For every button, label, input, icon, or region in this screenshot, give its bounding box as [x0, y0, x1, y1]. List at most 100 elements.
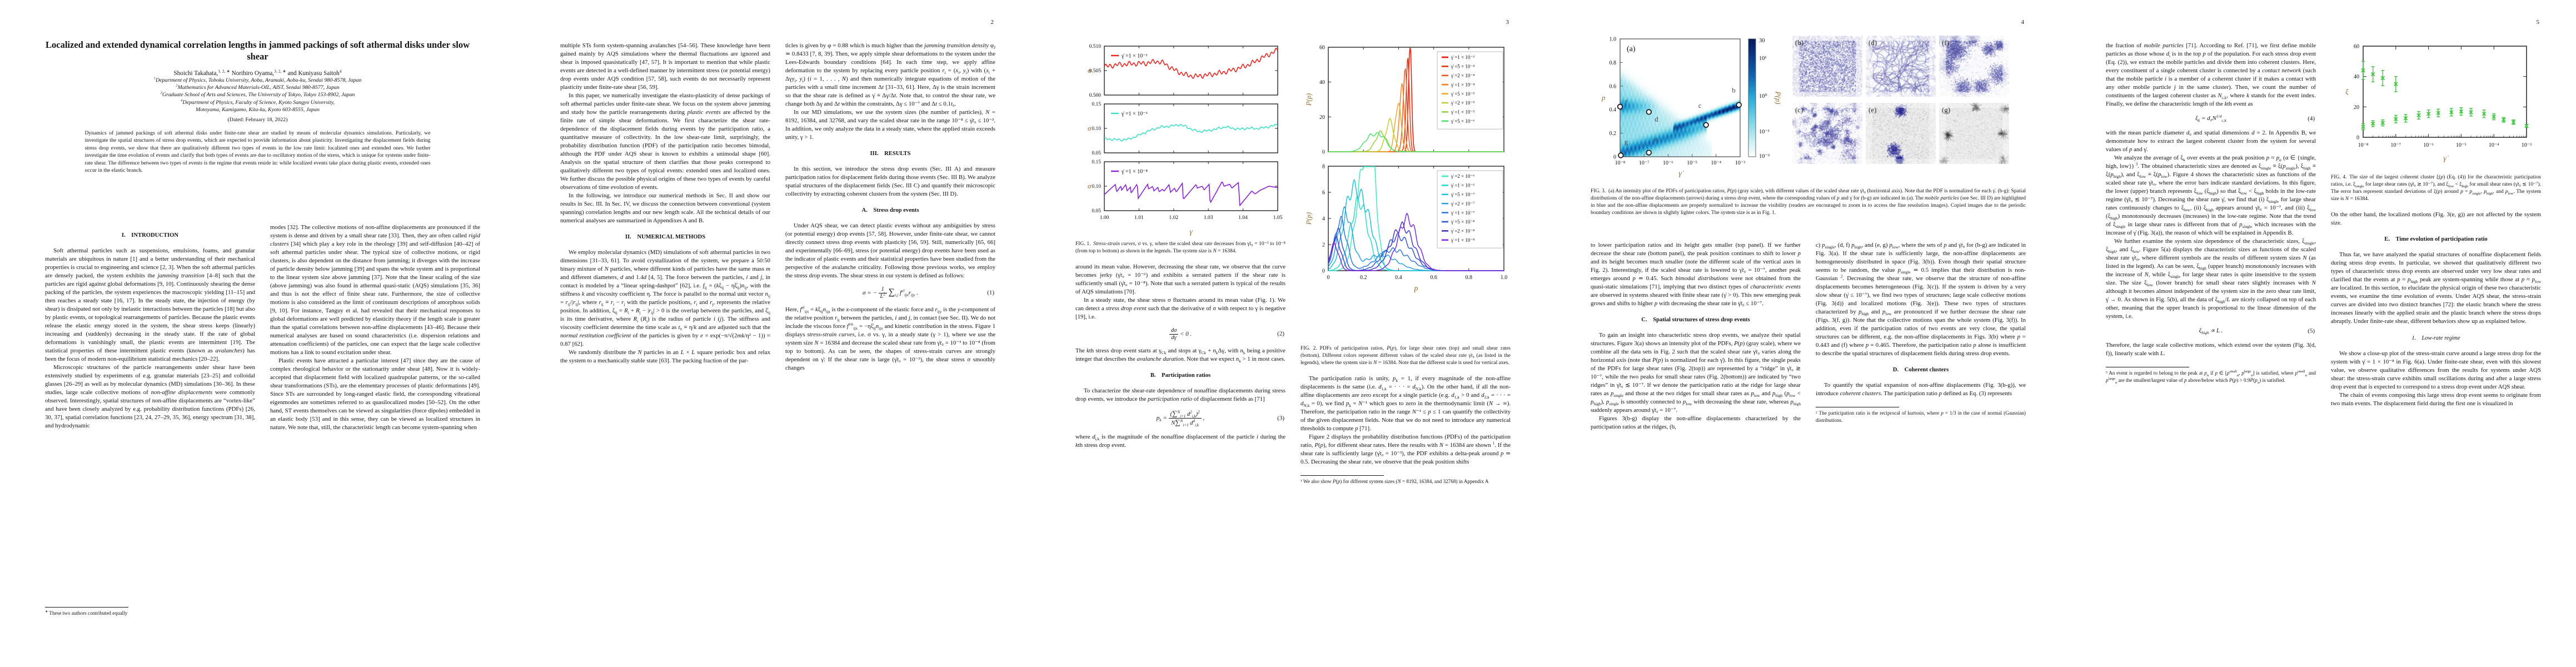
section-heading: I. INTRODUCTION	[121, 232, 179, 238]
svg-text:γ̇ =1 × 10⁻⁴: γ̇ =1 × 10⁻⁴	[1451, 82, 1474, 87]
svg-text:γ̇ =5 × 10⁻⁶: γ̇ =5 × 10⁻⁶	[1451, 118, 1474, 124]
svg-text:4: 4	[1322, 216, 1325, 222]
svg-text:γ̇ =1 × 10⁻⁷: γ̇ =1 × 10⁻⁷	[1451, 210, 1474, 216]
footnote-text: ∗ These two authors contributed equally	[45, 609, 128, 616]
svg-text:20: 20	[2354, 104, 2359, 111]
svg-text:γ̇ =2 × 10⁻⁷: γ̇ =2 × 10⁻⁷	[1451, 201, 1474, 206]
paper-authors: Shoichi Takahata,1, 2, ∗ Norihiro Oyama,…	[173, 68, 342, 77]
paragraph: the fraction of mobile particles [71]. A…	[2106, 42, 2316, 107]
paragraph: Under AQS shear, we can detect plastic e…	[785, 222, 995, 279]
svg-text:10⁻⁴: 10⁻⁴	[2489, 142, 2499, 148]
fig4-cluster-size-chart: 0 20 40 60 ξ 10⁻⁸ 10⁻⁷ 10⁻⁶ 10⁻⁵ 10⁻⁴ 10⁻³ γ̇	[2345, 44, 2532, 163]
svg-text:0: 0	[1613, 155, 1616, 161]
section-heading: C. Spatial structures of stress drop eve…	[1641, 317, 1750, 323]
affiliation-2: 2Mathematics for Advanced Materials-OIL,…	[176, 83, 340, 91]
fig3a-heatmap	[1620, 39, 1740, 157]
affiliation-4-address: Motoyama, Kamigamo, Kita-ku, Kyoto 603-8…	[196, 106, 320, 113]
paragraph: Microscopic structures of the particle r…	[45, 364, 255, 429]
paragraph: We show a close-up plot of the stress-st…	[2331, 350, 2541, 390]
figure-caption: FIG. 4. The size of the largest coherent…	[2331, 175, 2541, 202]
svg-text:γ̇ =5 × 10⁻⁵: γ̇ =5 × 10⁻⁵	[1451, 91, 1474, 97]
paragraph: Plastic events have attracted a particul…	[270, 357, 480, 431]
section-heading: A. Stress drop events	[861, 207, 919, 213]
fig3-panel-g	[1939, 103, 2009, 164]
page-1: Localized and extended dynamical correla…	[0, 0, 515, 667]
column-right: 0 20 40 60 P(p) γ̇ =1 × 10⁻³ γ̇ =5 × 10⁻⁴ γ̇ =2…	[1301, 42, 1511, 620]
figure-fig1: 0.500 0.505 0.510 σ γ̇ =1 × 10⁻³ 0.05 0.10 0.15…	[1075, 42, 1285, 237]
column-right: ticles is given by φ = 0.88 which is muc…	[785, 42, 995, 620]
svg-text:10⁰: 10⁰	[1759, 93, 1768, 99]
svg-text:γ̇ =1 × 10⁻⁶: γ̇ =1 × 10⁻⁶	[1121, 111, 1148, 117]
svg-text:P(p): P(p)	[1305, 93, 1313, 106]
svg-text:1.05: 1.05	[1273, 215, 1283, 221]
svg-text:1.00: 1.00	[1100, 215, 1109, 221]
footnote: ¹ We also show P(p) for different system…	[1301, 475, 1511, 485]
svg-text:10⁻⁵: 10⁻⁵	[2456, 142, 2467, 148]
svg-text:0.4: 0.4	[1395, 275, 1402, 281]
svg-text:γ̇: γ̇	[2443, 155, 2449, 163]
svg-text:1.04: 1.04	[1238, 215, 1248, 221]
svg-text:0: 0	[1322, 150, 1325, 156]
equation: dσ dγ < 0 . (2)	[1075, 327, 1285, 341]
paragraph: to lower participation ratios and its he…	[1591, 242, 1801, 307]
paragraph: The kth stress drop event starts at γCk …	[1075, 347, 1285, 364]
column-right: 0 20 40 60 ξ 10⁻⁸ 10⁻⁷ 10⁻⁶ 10⁻⁵ 10⁻⁴ 10⁻³ γ̇ FIG. 4…	[2331, 42, 2541, 620]
svg-text:b: b	[1732, 86, 1736, 94]
svg-text:0.8: 0.8	[1466, 275, 1473, 281]
equation: ξhigh ∝ L . (5)	[2199, 327, 2315, 336]
svg-text:σ: σ	[1088, 182, 1092, 190]
svg-text:0.510: 0.510	[1089, 44, 1102, 49]
paragraph: The chain of events composing this large…	[2331, 392, 2541, 407]
svg-text:0.2: 0.2	[1610, 131, 1617, 137]
svg-text:d: d	[1655, 115, 1658, 123]
paragraph: In the following, we introduce our numer…	[560, 192, 770, 224]
svg-text:0.05: 0.05	[1092, 208, 1101, 214]
affiliation-3: 3Graduate School of Arts and Sciences, T…	[160, 91, 355, 98]
svg-text:0.2: 0.2	[1360, 275, 1367, 281]
page-2: 2 multiple STs form system-spanning aval…	[515, 0, 1030, 667]
paragraph: Figures 3(b-g) display the non-affine di…	[1591, 415, 1801, 430]
svg-text:γ̇ =2 × 10⁻⁸: γ̇ =2 × 10⁻⁸	[1451, 228, 1474, 234]
paragraph: We analyze the average of ξk over events…	[2106, 155, 2316, 236]
svg-text:0.10: 0.10	[1092, 126, 1101, 132]
svg-text:γ̇ =5 × 10⁻⁴: γ̇ =5 × 10⁻⁴	[1451, 64, 1474, 69]
paper-title: Localized and extended dynamical correla…	[45, 39, 470, 62]
svg-text:2: 2	[1322, 242, 1325, 248]
svg-text:0: 0	[1327, 275, 1330, 281]
svg-text:γ̇ =2 × 10⁻⁶: γ̇ =2 × 10⁻⁶	[1451, 173, 1474, 179]
svg-text:c: c	[1698, 101, 1702, 109]
paragraph: We employ molecular dynamics (MD) simula…	[560, 249, 770, 347]
paragraph: Soft athermal particles such as suspensi…	[45, 247, 255, 362]
svg-text:0.05: 0.05	[1092, 151, 1101, 156]
svg-text:γ̇ =1 × 10⁻³: γ̇ =1 × 10⁻³	[1121, 53, 1147, 59]
fig3-panels	[1791, 36, 2019, 170]
svg-text:1.0: 1.0	[1501, 275, 1508, 281]
svg-text:1.03: 1.03	[1204, 215, 1213, 221]
paragraph: On the other hand, the localized motions…	[2331, 211, 2541, 226]
page-5: 5 the fraction of mobile particles [71].…	[2061, 0, 2576, 667]
svg-text:10⁻²: 10⁻²	[1759, 153, 1770, 160]
svg-text:γ̇ =2 × 10⁻⁴: γ̇ =2 × 10⁻⁴	[1451, 73, 1474, 78]
svg-text:0.8: 0.8	[1610, 60, 1617, 66]
fig3-panel-f	[1939, 36, 2009, 97]
paragraph: In our MD simulations, we use the system…	[785, 109, 995, 141]
svg-text:1.02: 1.02	[1169, 215, 1178, 221]
figure-fig4: 0 20 40 60 ξ 10⁻⁸ 10⁻⁷ 10⁻⁶ 10⁻⁵ 10⁻⁴ 10⁻³ γ̇	[2331, 42, 2541, 171]
paragraph: modes [32]. The collective motions of no…	[270, 224, 480, 356]
svg-text:10⁻⁵: 10⁻⁵	[1687, 160, 1697, 166]
svg-text:γ̇ =5 × 10⁻⁷: γ̇ =5 × 10⁻⁷	[1451, 192, 1474, 197]
paragraph: We randomly distribute the N particles i…	[560, 349, 770, 364]
svg-text:10⁻⁷: 10⁻⁷	[2390, 142, 2401, 148]
page-3: 3 0.500 0.505 0.510 σ γ̇ =1 × 10⁻³ 0.05 0.10 0.…	[1030, 0, 1546, 667]
column-left: 0.500 0.505 0.510 σ γ̇ =1 × 10⁻³ 0.05 0.10 0.15…	[1075, 42, 1285, 620]
svg-text:γ̇ =1 × 10⁻⁸: γ̇ =1 × 10⁻⁸	[1121, 169, 1148, 175]
column-left: the fraction of mobile particles [71]. A…	[2106, 42, 2316, 620]
section-heading: II. NUMERICAL METHODS	[625, 234, 706, 240]
page-number: 3	[1506, 19, 1509, 26]
svg-text:40: 40	[1319, 79, 1325, 86]
svg-text:γ̇ =1 × 10⁻⁶: γ̇ =1 × 10⁻⁶	[1451, 183, 1474, 188]
paragraph: Therefore, the large scale collective mo…	[2106, 342, 2316, 357]
svg-text:8: 8	[1322, 164, 1325, 170]
svg-text:σ: σ	[1088, 124, 1092, 132]
svg-text:γ̇ =1 × 10⁻⁸: γ̇ =1 × 10⁻⁸	[1451, 237, 1474, 243]
